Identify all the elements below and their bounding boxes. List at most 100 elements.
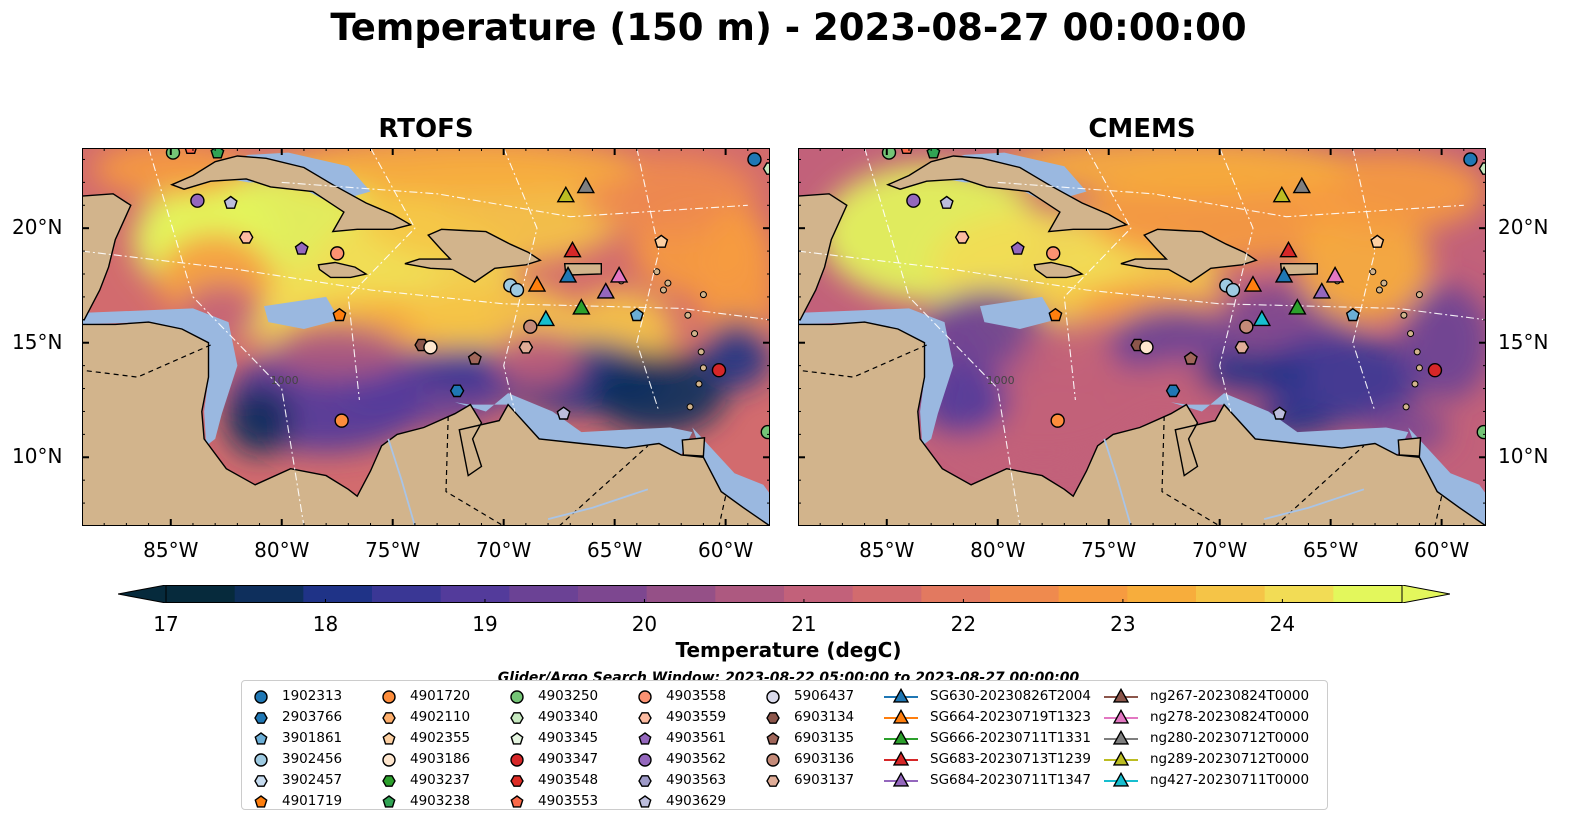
colorbar-segment [1127,585,1197,603]
legend-marker-shape [766,731,780,745]
temperature-patch [93,148,249,197]
legend-marker-shape [510,794,524,808]
legend-item: 4903558 [636,685,726,706]
shallow-shelf [798,308,954,446]
figure-title: Temperature (150 m) - 2023-08-27 00:00:0… [330,6,1247,49]
lat-tick-label: 15°N [12,329,63,354]
observation-marker [223,195,238,209]
lon-tick-label: 80°W [970,538,1026,562]
legend-item: 4903559 [636,706,726,727]
legend-marker-shape [638,689,652,704]
colorbar-segment [1333,585,1403,603]
legend-marker-shape [1112,708,1130,724]
legend-marker-shape [892,708,910,724]
legend-marker-shape [638,711,652,724]
eez-boundary [347,148,416,401]
legend-marker-hexagon-icon [638,774,652,787]
river [1103,438,1132,526]
eez-boundary [1063,148,1132,401]
shallow-shelf [692,427,770,526]
island [1411,380,1419,388]
observation-marker [1010,241,1025,255]
lon-tick-label: 70°W [476,538,532,562]
legend-marker-shape [382,752,396,767]
observation-marker [654,234,669,248]
land-central [798,321,1486,526]
map-canvas: 1000 [798,148,1486,526]
legend-marker-pentagon-icon [254,731,268,745]
legend-marker-circle-icon [638,752,652,767]
observation-marker [558,266,578,283]
observation-marker [1292,176,1311,194]
legend-item-label: 4903559 [666,708,727,725]
legend-item: 4903561 [636,727,726,748]
legend-marker-triangle-icon [884,771,918,787]
observation-marker [509,282,525,298]
legend-marker-shape [638,794,652,808]
legend-item: 4903237 [380,769,470,790]
map-panel-cmems: 1000 [798,148,1486,526]
land-hispaniola [1120,228,1258,283]
eez-boundary [1352,148,1376,412]
temperature-patch [281,148,637,197]
legend-item-label: 4903553 [538,792,599,809]
legend-marker-shape [382,794,396,808]
observation-marker [596,282,615,299]
island [1415,364,1423,372]
observation-marker [294,241,309,255]
lat-tick-label: 20°N [1498,215,1549,240]
legend-column: 4903558 4903559 4903561 4903562 4903563 49036… [636,685,726,811]
legend-marker-pentagon-icon [510,731,524,745]
observation-marker [881,148,897,160]
legend-marker-pentagon-icon [510,794,524,808]
lon-tick-label: 85°W [859,538,915,562]
legend-marker-shape [254,774,268,787]
land-trinidad [1397,437,1422,457]
temperature-patch [1261,333,1422,426]
land-cuba [886,155,1129,233]
legend-item: SG684-20230711T1347 [884,769,1091,790]
legend-item-label: 4903561 [666,729,727,746]
island [1413,348,1421,356]
legend-item: ng278-20230824T0000 [1104,706,1309,727]
eez-boundary [148,148,305,526]
observation-marker [711,363,727,378]
legend-item-label: 3902456 [282,750,343,767]
lat-tick-label: 20°N [12,215,63,240]
observation-marker [556,185,576,203]
land-hispaniola [404,228,542,283]
island [664,279,672,287]
observation-marker [449,384,465,398]
legend-marker-hexagon-icon [766,774,780,787]
observation-marker [1279,240,1298,258]
legend-marker-circle-icon [510,752,524,767]
observation-marker [1274,266,1294,283]
observation-marker [1272,185,1292,203]
observation-marker [629,307,644,322]
legend-marker-hexagon-icon [510,774,524,787]
legend-marker-shape [638,752,652,767]
legend-marker-circle-icon [254,752,268,767]
legend-item-label: 1902313 [282,687,343,704]
legend-item-label: 4902355 [410,729,471,746]
eez-boundary [864,148,1021,526]
observation-marker [1463,152,1478,167]
temperature-patch [226,386,293,455]
contour-label: 1000 [271,374,299,387]
legend-marker-shape [382,774,396,787]
legend-marker-shape [892,750,910,766]
colorbar-segment [852,585,922,603]
legend-item: 4903563 [636,769,726,790]
island [695,380,703,388]
map-canvas: 1000 [82,148,770,526]
legend-item-label: ng289-20230712T0000 [1150,750,1310,767]
legend-item: ng289-20230712T0000 [1104,748,1309,769]
legend-item: 4902110 [380,706,470,727]
lon-tick-label: 80°W [254,538,310,562]
observation-marker [1370,234,1385,248]
legend-item-label: 6903135 [794,729,855,746]
legend-item-label: ng427-20230711T0000 [1150,771,1310,788]
legend-item: 4903340 [508,706,598,727]
colorbar-segment [715,585,785,603]
legend-item: ng267-20230824T0000 [1104,685,1309,706]
